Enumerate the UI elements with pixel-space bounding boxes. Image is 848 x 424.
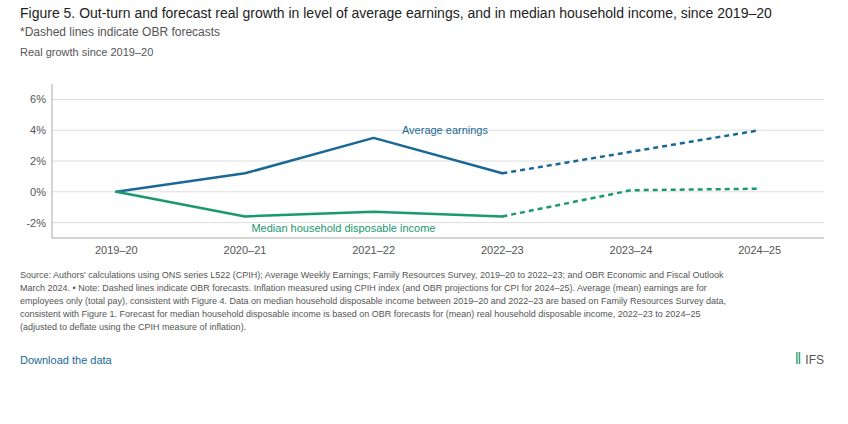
y-tick-label: 2% [30, 155, 46, 167]
logo-text: IFS [805, 353, 824, 367]
x-tick-label: 2020–21 [224, 244, 267, 256]
series-line [502, 130, 759, 173]
download-link: Download the data [20, 354, 113, 366]
y-axis-label: Real growth since 2019–20 [20, 46, 153, 58]
grid-line [52, 191, 824, 192]
grid-line [52, 222, 824, 223]
y-tick-label: 4% [30, 124, 46, 136]
series-label: Median household disposable income [251, 222, 435, 234]
grid [52, 99, 824, 222]
grid-line [52, 99, 824, 100]
title: Figure 5. Out-turn and forecast real gro… [20, 5, 772, 21]
x-tick-label: 2019–20 [95, 244, 138, 256]
y-tick-label: 6% [30, 93, 46, 105]
series-line [116, 192, 502, 217]
x-tick-label: 2024–25 [738, 244, 781, 256]
series-label: Average earnings [402, 124, 489, 136]
logo-icon: ‖ [795, 350, 802, 367]
y-tick-label: -2% [26, 217, 46, 229]
source-note: Source: Authors' calculations using ONS … [20, 270, 726, 332]
grid-line [52, 161, 824, 162]
chart: Figure 5. Out-turn and forecast real gro… [0, 0, 848, 424]
x-axis-line [52, 238, 824, 239]
series-line [502, 189, 759, 217]
x-tick-label: 2023–24 [610, 244, 653, 256]
x-tick-label: 2022–23 [481, 244, 524, 256]
series-line [116, 138, 502, 192]
y-axis-line [52, 84, 53, 238]
y-tick-label: 0% [30, 186, 46, 198]
subtitle: *Dashed lines indicate OBR forecasts [20, 25, 220, 39]
lines [116, 130, 759, 216]
x-tick-label: 2021–22 [352, 244, 395, 256]
